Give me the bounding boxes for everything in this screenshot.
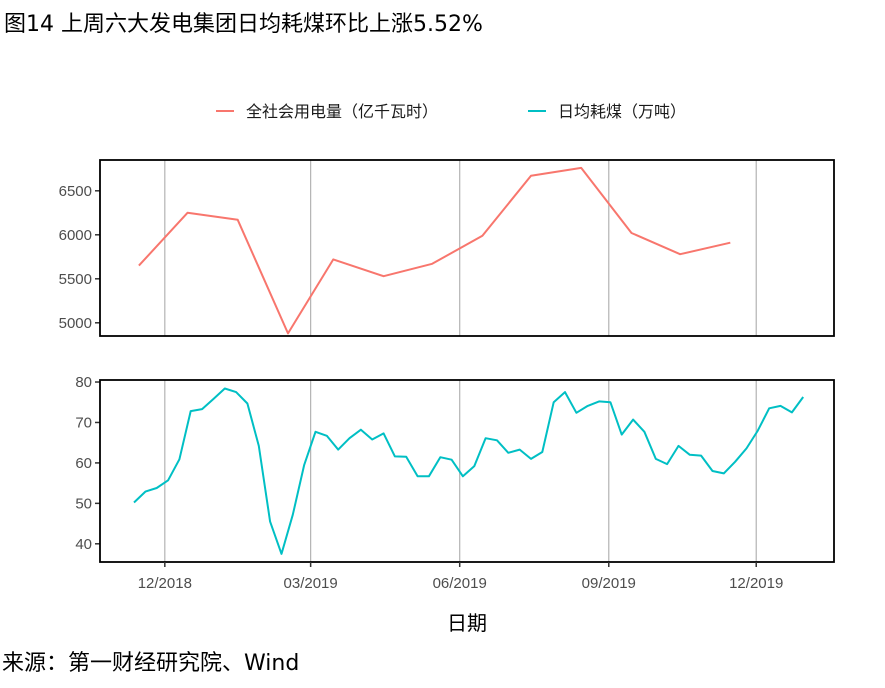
x-tick-label-3: 09/2019	[582, 575, 636, 592]
x-tick-label-1: 03/2019	[284, 575, 338, 592]
series-line-1	[133, 387, 805, 555]
series-line-0	[138, 166, 731, 335]
x-tick-label-4: 12/2019	[729, 575, 783, 592]
y-tick-label-0-3: 6500	[59, 183, 92, 200]
y-tick-label-1-2: 60	[75, 455, 92, 472]
source-note: 来源：第一财经研究院、Wind	[2, 651, 300, 676]
y-tick-label-1-4: 80	[75, 374, 92, 391]
y-tick-label-0-0: 5000	[59, 315, 92, 332]
legend-label-0: 全社会用电量（亿千瓦时）	[246, 102, 438, 121]
x-axis-label: 日期	[447, 611, 487, 635]
y-tick-label-1-1: 50	[75, 495, 92, 512]
x-tick-label-0: 12/2018	[138, 575, 192, 592]
y-tick-label-0-1: 5500	[59, 271, 92, 288]
legend-label-1: 日均耗煤（万吨）	[558, 102, 686, 121]
y-tick-label-0-2: 6000	[59, 227, 92, 244]
chart-title: 图14 上周六大发电集团日均耗煤环比上涨5.52%	[4, 12, 483, 37]
x-tick-label-2: 06/2019	[433, 575, 487, 592]
y-tick-label-1-0: 40	[75, 536, 92, 553]
panel-border-0	[99, 159, 835, 337]
panel-border-1	[99, 379, 835, 563]
y-tick-label-1-3: 70	[75, 414, 92, 431]
